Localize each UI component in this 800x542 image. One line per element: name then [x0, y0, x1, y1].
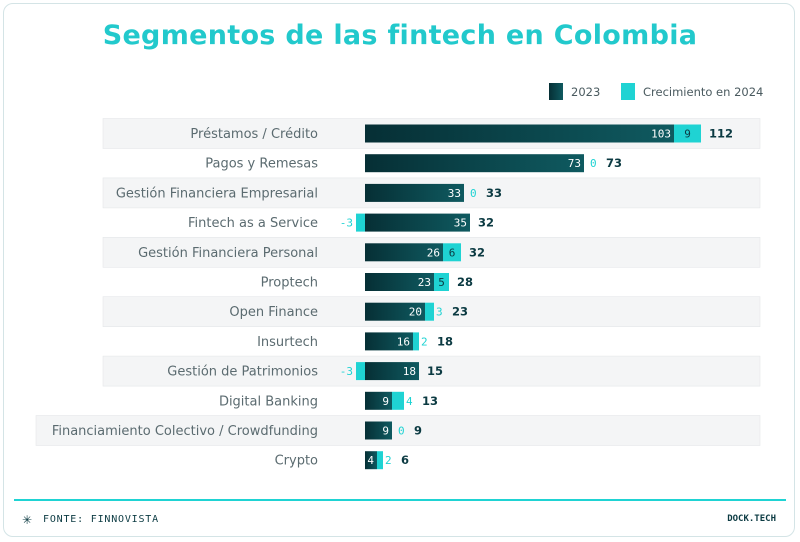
total-label: 15: [427, 364, 443, 378]
bar-2023: [365, 391, 392, 410]
bar-2023: [365, 124, 674, 143]
row-background: [35, 415, 761, 446]
chart-title: Segmentos de las fintech en Colombia: [102, 20, 698, 51]
bar-growth: [356, 362, 365, 381]
total-label: 112: [709, 127, 733, 141]
category-label: Digital Banking: [219, 394, 318, 409]
value-label-growth: 0: [470, 187, 477, 200]
value-label-2023: 4: [367, 454, 374, 467]
bar-2023: [365, 273, 434, 291]
total-label: 13: [422, 394, 438, 408]
total-label: 18: [437, 334, 453, 348]
bar-growth: [392, 391, 404, 410]
value-label-growth: 2: [385, 454, 392, 467]
bar-2023: [365, 302, 425, 321]
category-label: Pagos y Remesas: [205, 157, 318, 172]
value-label-growth: 0: [398, 425, 405, 438]
category-label: Préstamos / Crédito: [190, 127, 318, 142]
value-label-growth: 0: [590, 157, 597, 170]
value-label-growth: 9: [684, 128, 691, 141]
bar-2023: [365, 213, 470, 232]
legend-swatch-2023: [549, 83, 563, 100]
footer-divider: [14, 499, 786, 501]
value-label-2023: 9: [382, 425, 389, 438]
category-label: Gestión Financiera Empresarial: [116, 186, 318, 201]
value-label-growth: 5: [438, 276, 445, 289]
value-label-2023: 73: [568, 157, 581, 170]
value-label-growth: 4: [406, 395, 413, 408]
total-label: 9: [414, 424, 422, 438]
value-label-2023: 33: [448, 187, 461, 200]
brand-logo: DOCK.TECH: [727, 514, 776, 524]
value-label-2023: 16: [397, 335, 410, 348]
legend-swatch-growth: [621, 83, 635, 100]
bar-growth: [413, 332, 419, 351]
category-label: Crypto: [275, 454, 318, 469]
value-label-growth: -3: [340, 365, 353, 378]
source-label: FONTE: FINNOVISTA: [43, 514, 159, 525]
value-label-growth: -3: [340, 217, 353, 230]
category-label: Financiamiento Colectivo / Crowdfunding: [52, 424, 318, 439]
bar-2023: [365, 243, 443, 262]
category-label: Insurtech: [257, 335, 318, 350]
value-label-2023: 23: [418, 276, 431, 289]
bar-growth: [674, 124, 701, 143]
category-label: Proptech: [261, 276, 318, 291]
value-label-2023: 9: [382, 395, 389, 408]
asterisk-icon: ✳: [22, 513, 33, 527]
bar-2023: [365, 154, 584, 173]
total-label: 33: [486, 186, 502, 200]
bar-2023: [365, 421, 392, 440]
value-label-2023: 18: [403, 365, 416, 378]
total-label: 28: [457, 275, 473, 289]
total-label: 32: [478, 216, 494, 230]
bar-2023: [365, 362, 419, 381]
category-label: Open Finance: [229, 305, 318, 320]
legend-label-growth: Crecimiento en 2024: [643, 85, 763, 99]
category-label: Gestión Financiera Personal: [138, 246, 318, 261]
value-label-growth: 3: [436, 306, 443, 319]
bar-2023: [365, 183, 464, 202]
bar-2023: [365, 451, 377, 470]
value-label-growth: 6: [449, 246, 456, 259]
value-label-2023: 103: [651, 128, 671, 141]
bar-growth: [356, 213, 365, 232]
value-label-growth: 2: [421, 335, 428, 348]
value-label-2023: 26: [427, 246, 440, 259]
legend-label-2023: 2023: [571, 85, 600, 99]
bar-growth: [425, 302, 434, 321]
bar-growth: [443, 243, 461, 262]
total-label: 73: [606, 156, 622, 170]
bar-growth: [377, 451, 383, 470]
value-label-2023: 35: [454, 217, 467, 230]
total-label: 23: [452, 305, 468, 319]
total-label: 6: [401, 453, 409, 467]
row-background: [102, 355, 761, 387]
total-label: 32: [469, 245, 485, 259]
bar-growth: [434, 273, 449, 291]
value-label-2023: 20: [409, 306, 422, 319]
bar-2023: [365, 332, 413, 351]
card-frame: [3, 3, 795, 537]
category-label: Fintech as a Service: [188, 216, 318, 231]
category-label: Gestión de Patrimonios: [167, 365, 318, 380]
